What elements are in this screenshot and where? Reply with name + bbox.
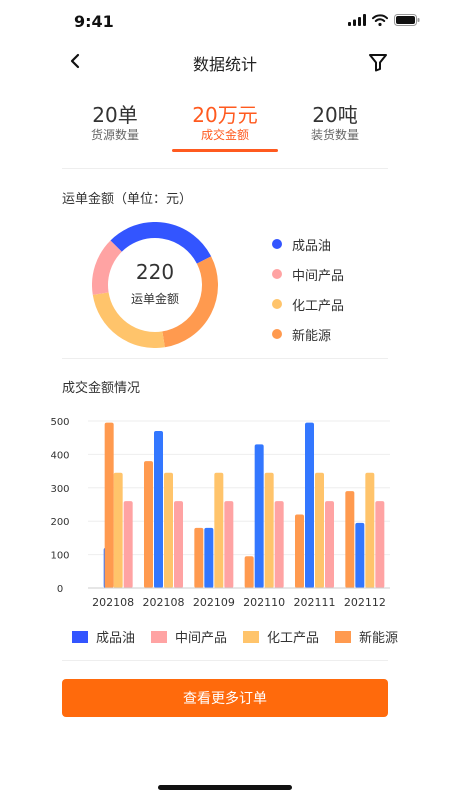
donut-segment: [92, 291, 165, 348]
active-tab-indicator: [172, 149, 278, 152]
summary-tabs: 20单 货源数量 20万元 成交金额 20吨 装货数量: [60, 102, 390, 158]
donut-center-value: 220: [135, 260, 175, 284]
divider: [62, 168, 388, 169]
donut-section-title: 运单金额（单位：元）: [62, 192, 193, 207]
donut-center-label: 运单金额: [130, 292, 179, 306]
bar: [164, 472, 173, 588]
tab-load-amount[interactable]: 20吨 装货数量: [280, 102, 390, 142]
legend-dot: [272, 329, 282, 339]
bar: [113, 472, 123, 588]
legend-dot: [272, 239, 282, 249]
donut-legend: 成品油 中间产品 化工产品 新能源: [272, 229, 344, 349]
filter-icon: [369, 54, 387, 72]
legend-label: 化工产品: [292, 298, 345, 314]
legend-dot: [272, 299, 282, 309]
y-tick-label: 200: [50, 517, 69, 528]
bar-chart-title: 成交金额情况: [62, 381, 141, 396]
bar-chart: 0 100 200 300 400 500 202108 202108 202109 202110…: [50, 417, 390, 609]
status-bar: 9:41: [0, 0, 450, 44]
legend-dot: [272, 269, 282, 279]
filter-button[interactable]: [366, 50, 390, 74]
status-icons: [348, 14, 420, 26]
legend-item: 化工产品: [272, 289, 344, 319]
view-more-orders-button[interactable]: 查看更多订单: [62, 679, 388, 717]
donut-chart: [92, 222, 218, 348]
legend-item: 中间产品: [272, 259, 344, 289]
signal-icon: [348, 14, 366, 26]
donut-segment: [162, 256, 218, 348]
tab-source-count[interactable]: 20单 货源数量: [60, 102, 170, 142]
bar-chart-legend: 成品油 中间产品 化工产品 新能源: [72, 627, 414, 646]
bar: [144, 461, 153, 588]
bar: [174, 501, 183, 588]
bar: [325, 501, 334, 588]
x-tick-label: 202111: [294, 596, 336, 609]
bar: [204, 527, 214, 588]
summary-label: 货源数量: [90, 128, 139, 142]
nav-bar: 数据统计: [0, 44, 450, 80]
tab-deal-amount[interactable]: 20万元 成交金额: [170, 102, 280, 142]
battery-icon: [394, 14, 420, 26]
bar: [244, 556, 254, 588]
y-tick-label: 400: [50, 450, 69, 461]
bar: [295, 514, 304, 588]
donut-segment: [92, 240, 123, 295]
bar: [104, 422, 114, 588]
legend-swatch: [151, 630, 168, 643]
legend-label: 化工产品: [267, 631, 320, 646]
y-tick-label: 0: [57, 584, 63, 595]
bar: [365, 472, 375, 588]
bar: [305, 422, 314, 588]
summary-value: 20单: [92, 103, 138, 127]
y-tick-label: 500: [50, 417, 69, 428]
legend-swatch: [72, 630, 88, 643]
legend-item: 成品油: [272, 229, 344, 259]
legend-swatch: [335, 630, 352, 643]
legend-label: 新能源: [359, 631, 399, 646]
legend-swatch: [243, 630, 260, 643]
summary-label: 成交金额: [200, 128, 249, 142]
donut-segment: [110, 222, 212, 264]
divider: [62, 358, 388, 359]
legend-label: 成品油: [96, 631, 136, 646]
bar: [224, 501, 234, 588]
bar: [214, 472, 224, 588]
legend-label: 中间产品: [175, 631, 228, 646]
x-tick-label: 202112: [344, 596, 386, 609]
bar: [355, 522, 365, 588]
bar: [123, 501, 133, 588]
legend-label: 新能源: [292, 328, 332, 344]
back-button[interactable]: [64, 48, 88, 74]
legend-item: 新能源: [272, 319, 344, 349]
page-title: 数据统计: [192, 55, 257, 74]
x-tick-label: 202110: [243, 596, 285, 609]
legend-item: 成品油: [72, 627, 135, 646]
bar: [264, 472, 274, 588]
y-tick-label: 300: [50, 484, 69, 495]
home-indicator: [158, 785, 292, 790]
summary-label: 装货数量: [310, 128, 359, 142]
bar: [375, 501, 385, 588]
wifi-icon: [372, 14, 388, 26]
legend-item: 化工产品: [243, 627, 319, 646]
status-time: 9:41: [74, 12, 114, 31]
bar: [345, 491, 355, 588]
summary-value: 20万元: [192, 103, 258, 127]
chevron-left-icon: [70, 53, 80, 69]
divider: [62, 660, 388, 661]
bar: [194, 527, 204, 588]
legend-item: 中间产品: [151, 627, 227, 646]
x-tick-label: 202109: [193, 596, 235, 609]
x-tick-label: 202108: [143, 596, 185, 609]
x-tick-label: 202108: [92, 596, 134, 609]
bar: [254, 444, 264, 588]
y-tick-label: 100: [50, 551, 69, 562]
bar: [154, 431, 163, 588]
bar: [315, 472, 324, 588]
legend-label: 中间产品: [292, 268, 345, 284]
summary-value: 20吨: [312, 103, 358, 127]
legend-label: 成品油: [292, 238, 332, 254]
bar: [274, 501, 284, 588]
legend-item: 新能源: [335, 627, 398, 646]
